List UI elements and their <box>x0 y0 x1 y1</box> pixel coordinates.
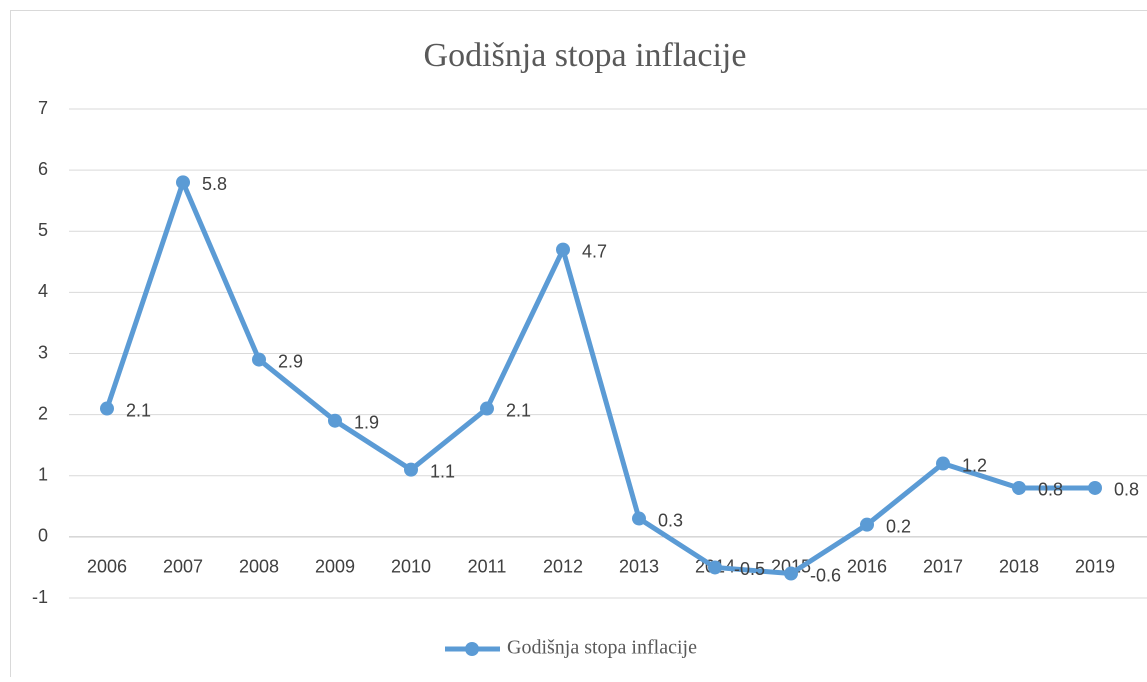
x-tick-label: 2007 <box>163 557 203 577</box>
data-point <box>708 560 722 574</box>
chart-title: Godišnja stopa inflacije <box>424 37 747 74</box>
y-tick-label: 2 <box>38 403 48 423</box>
data-label: 2.1 <box>126 400 151 420</box>
data-point <box>556 243 570 257</box>
data-label: 0.3 <box>658 510 683 530</box>
data-point <box>328 414 342 428</box>
data-point <box>860 518 874 532</box>
data-point <box>404 463 418 477</box>
data-label: 0.8 <box>1114 480 1139 500</box>
data-point <box>936 457 950 471</box>
y-tick-label: -1 <box>32 587 48 607</box>
data-label: 1.9 <box>354 412 379 432</box>
data-point <box>1088 481 1102 495</box>
data-label: 0.2 <box>886 516 911 536</box>
x-tick-label: 2018 <box>999 557 1039 577</box>
data-point <box>632 512 646 526</box>
y-tick-label: 7 <box>38 98 48 118</box>
data-label: 1.1 <box>430 461 455 481</box>
data-point <box>252 353 266 367</box>
data-label: 4.7 <box>582 241 607 261</box>
y-tick-label: 1 <box>38 465 48 485</box>
data-label: 2.1 <box>506 400 531 420</box>
x-tick-label: 2008 <box>239 557 279 577</box>
legend-marker <box>465 642 479 656</box>
x-tick-label: 2009 <box>315 557 355 577</box>
y-tick-label: 5 <box>38 220 48 240</box>
x-tick-label: 2016 <box>847 557 887 577</box>
data-label: 2.9 <box>278 351 303 371</box>
data-point <box>176 175 190 189</box>
x-tick-label: 2011 <box>468 557 507 577</box>
data-point <box>480 402 494 416</box>
x-tick-label: 2010 <box>391 557 431 577</box>
y-tick-label: 0 <box>38 526 48 546</box>
y-tick-label: 6 <box>38 159 48 179</box>
data-label: 0.8 <box>1038 480 1063 500</box>
x-tick-label: 2012 <box>543 557 583 577</box>
x-tick-label: 2006 <box>87 557 127 577</box>
y-tick-label: 3 <box>38 342 48 362</box>
data-point <box>784 567 798 581</box>
legend-label: Godišnja stopa inflacije <box>507 637 697 659</box>
x-tick-label: 2013 <box>619 557 659 577</box>
x-tick-label: 2019 <box>1075 557 1115 577</box>
data-label: -0.5 <box>734 559 765 579</box>
data-point <box>1012 481 1026 495</box>
data-label: -0.6 <box>810 565 841 585</box>
data-label: 1.2 <box>962 455 987 475</box>
data-point <box>100 402 114 416</box>
data-label: 5.8 <box>202 174 227 194</box>
y-tick-label: 4 <box>38 281 48 301</box>
x-tick-label: 2017 <box>923 557 963 577</box>
chart-border <box>11 11 1147 678</box>
